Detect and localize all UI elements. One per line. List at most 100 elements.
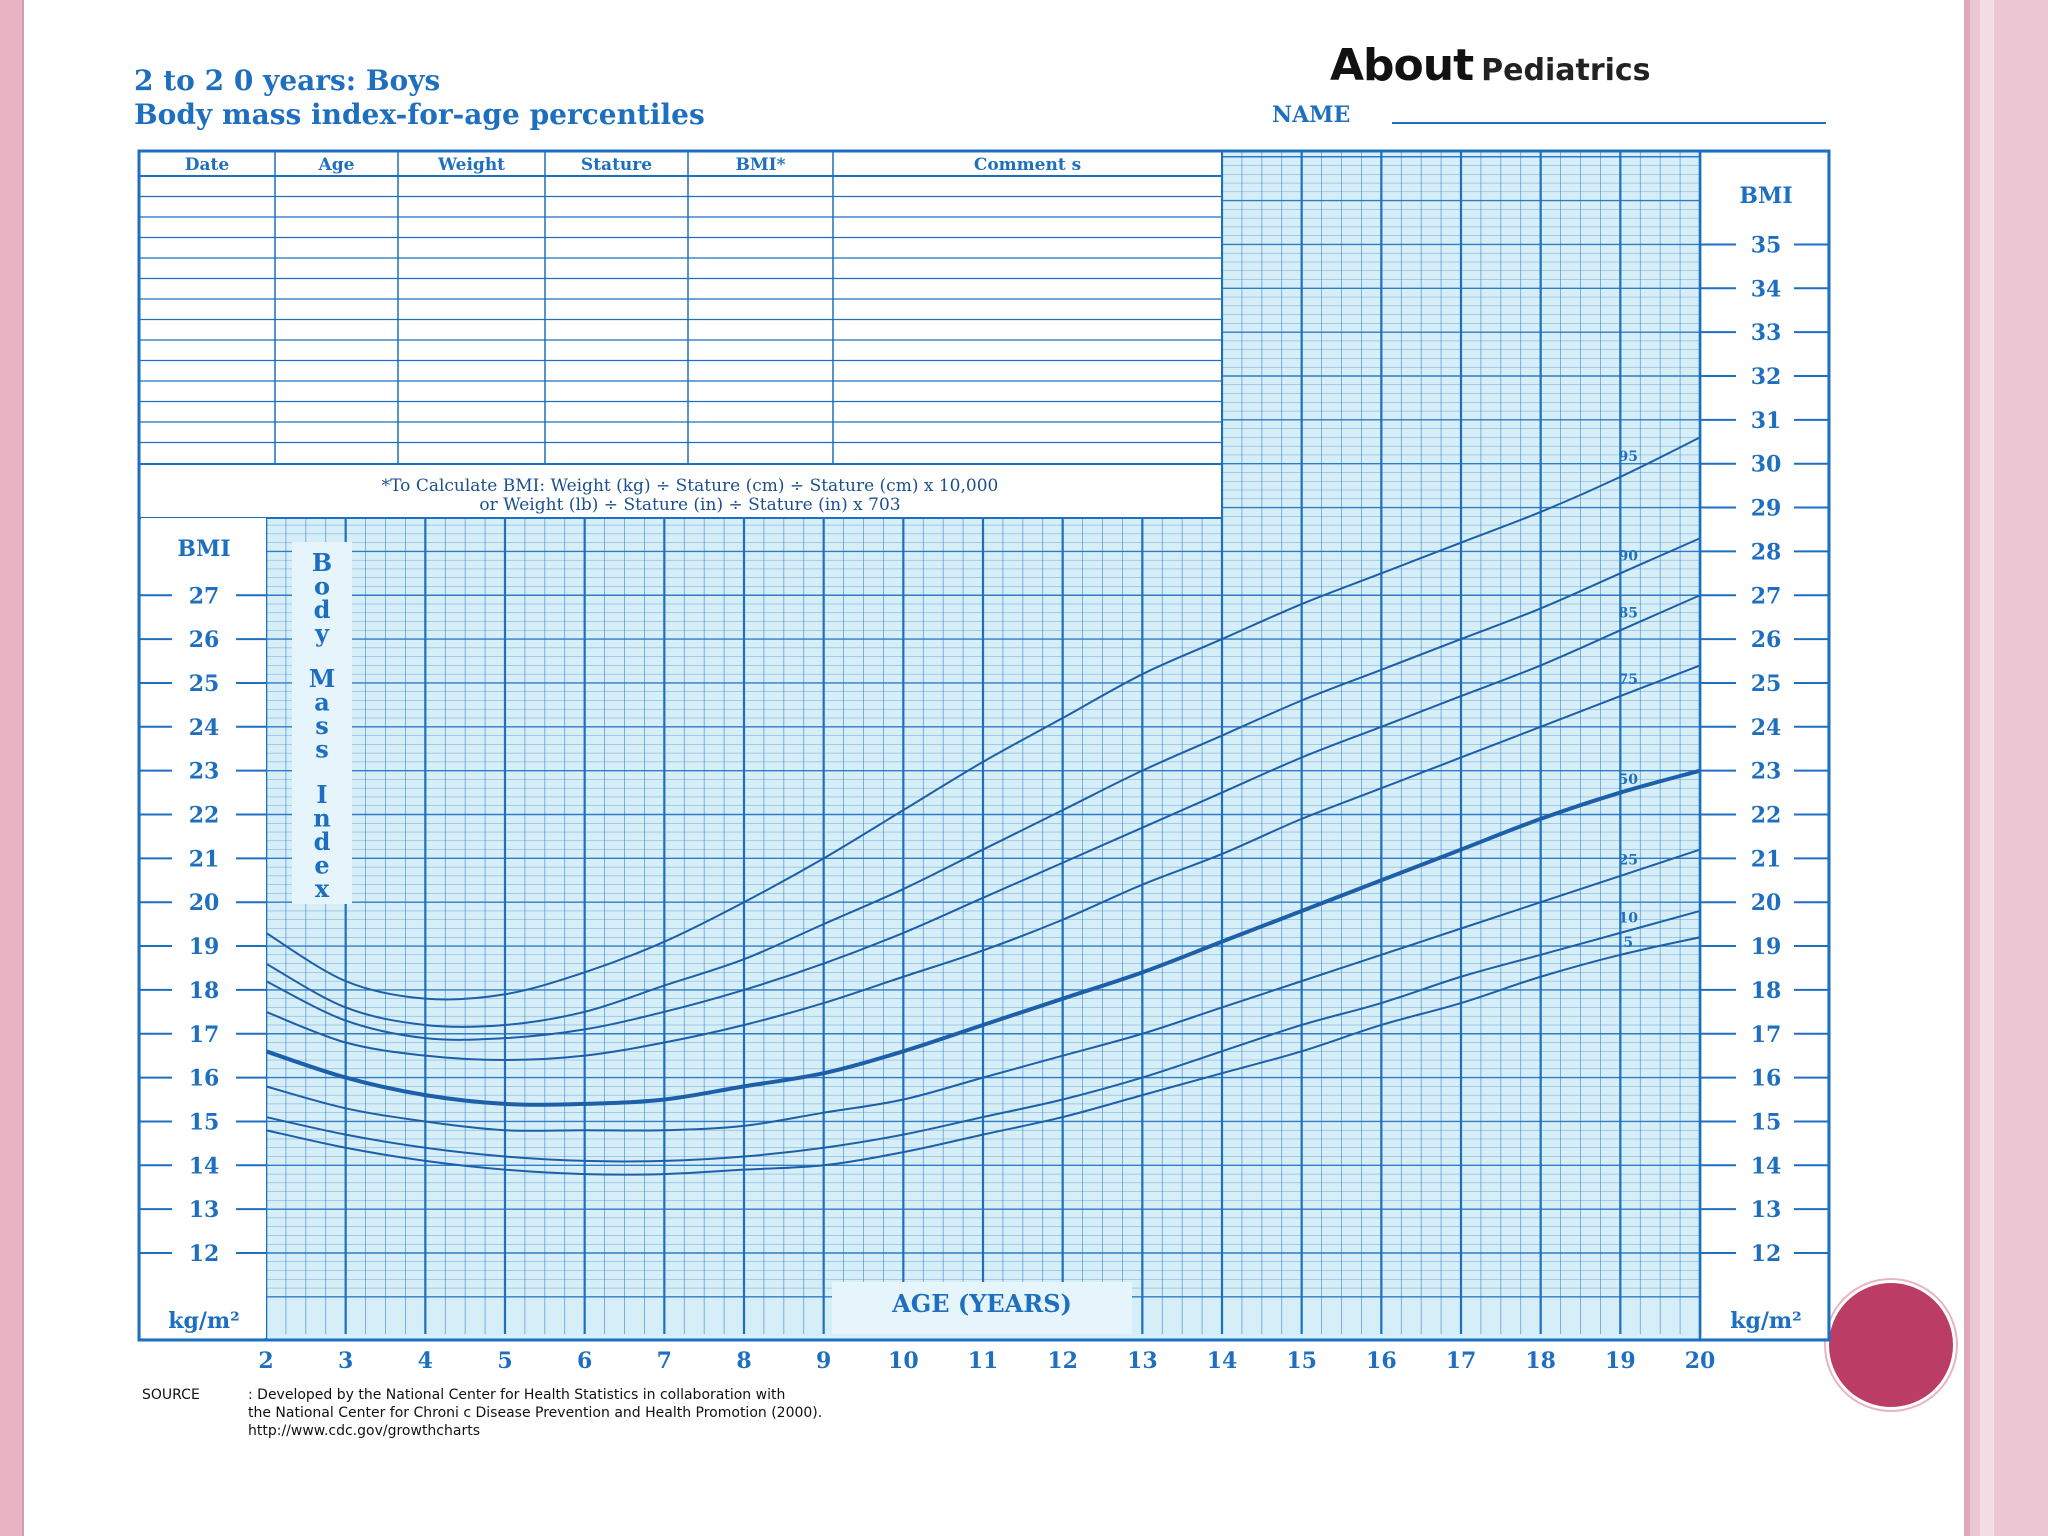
y-tick-label-right: 30: [1751, 452, 1782, 478]
x-tick-label: 16: [1366, 1348, 1397, 1374]
x-tick-label: 10: [888, 1348, 919, 1374]
percentile-curve-50: [265, 768, 1701, 1107]
y-axis-title-letter: n: [313, 804, 330, 833]
chart-frame: [137, 149, 1831, 1342]
x-tick-label: 19: [1605, 1348, 1636, 1374]
percentile-curve-90: [265, 537, 1701, 1028]
y-tick-label-left: 25: [189, 671, 220, 697]
percentile-label-95: 95: [1619, 449, 1638, 465]
source-line-2: the National Center for Chroni c Disease…: [248, 1405, 823, 1421]
y-axis-title-letter: a: [314, 688, 330, 717]
x-tick-label: 8: [736, 1348, 751, 1374]
percentile-curve-5: [265, 936, 1701, 1176]
percentile-label-5: 5: [1623, 935, 1633, 951]
title-line-2: Body mass index-for-age percentiles: [134, 98, 705, 131]
left-axis-panel: [141, 518, 266, 1338]
percentile-curve-95: [265, 436, 1701, 1001]
chart-axes: 1213141516171819202122232425262712131415…: [137, 149, 1831, 1374]
x-axis-title-background: [832, 1282, 1132, 1334]
y-tick-label-left: 24: [189, 715, 220, 741]
logo-sub: Pediatrics: [1481, 53, 1651, 88]
source-line-3: http://www.cdc.gov/growthcharts: [248, 1423, 480, 1439]
y-tick-label-left: 16: [189, 1066, 220, 1092]
y-tick-label-right: 23: [1751, 759, 1782, 785]
y-axis-title-letter: M: [309, 664, 336, 693]
bmi-formula-line-1: *To Calculate BMI: Weight (kg) ÷ Stature…: [382, 476, 999, 496]
x-tick-label: 12: [1047, 1348, 1078, 1374]
table-column-header: Age: [318, 155, 355, 175]
y-tick-label-right: 29: [1751, 496, 1782, 522]
y-tick-label-right: 16: [1751, 1066, 1782, 1092]
y-tick-label-left: 13: [189, 1197, 220, 1223]
bmi-formula-line-2: or Weight (lb) ÷ Stature (in) ÷ Stature …: [479, 495, 900, 515]
y-tick-label-left: 23: [189, 759, 220, 785]
x-tick-label: 9: [816, 1348, 831, 1374]
x-tick-label: 14: [1207, 1348, 1238, 1374]
table-column-header: Stature: [581, 155, 652, 175]
x-tick-label: 7: [657, 1348, 672, 1374]
y-axis-title-letter: x: [315, 874, 330, 903]
slide-frame-left: [0, 0, 24, 1536]
y-tick-label-right: 25: [1751, 671, 1782, 697]
source-line-1: : Developed by the National Center for H…: [248, 1387, 786, 1403]
percentile-label-50: 50: [1619, 772, 1639, 788]
percentile-curve-85: [265, 594, 1701, 1041]
y-tick-label-left: 22: [189, 803, 220, 829]
percentile-label-75: 75: [1619, 672, 1638, 688]
y-axis-title-letter: B: [312, 548, 332, 577]
y-tick-label-right: 13: [1751, 1197, 1782, 1223]
y-tick-label-left: 27: [189, 583, 220, 609]
source-label: SOURCE: [142, 1387, 200, 1403]
y-tick-label-left: 26: [189, 627, 220, 653]
y-tick-label-right: 32: [1751, 364, 1782, 390]
y-tick-label-left: 21: [189, 846, 220, 872]
x-tick-label: 6: [577, 1348, 592, 1374]
y-tick-label-right: 27: [1751, 583, 1782, 609]
percentile-label-10: 10: [1619, 911, 1639, 927]
y-axis-title-letter: o: [314, 572, 330, 601]
percentile-label-90: 90: [1619, 548, 1639, 564]
percentile-curve-75: [265, 664, 1701, 1062]
x-tick-label: 3: [338, 1348, 353, 1374]
x-axis-title: AGE (YEARS): [891, 1289, 1072, 1318]
x-tick-label: 17: [1446, 1348, 1477, 1374]
y-axis-title-letter: y: [314, 619, 330, 648]
x-tick-label: 11: [968, 1348, 999, 1374]
slide-frame-right: [1964, 0, 2048, 1536]
name-field-line[interactable]: [1392, 122, 1826, 124]
y-tick-label-right: 12: [1751, 1241, 1782, 1267]
page-title: 2 to 2 0 years: Boys Body mass index-for…: [134, 64, 705, 132]
right-axis-panel: [1702, 153, 1827, 1338]
y-axis-header-left: BMI: [177, 536, 230, 562]
table-column-header: Date: [185, 155, 230, 175]
y-tick-label-right: 18: [1751, 978, 1782, 1004]
y-tick-label-right: 34: [1751, 276, 1782, 302]
percentile-curve-25: [265, 848, 1701, 1132]
y-tick-label-right: 33: [1751, 320, 1782, 346]
table-column-header: Comment s: [974, 155, 1081, 175]
logo-word: About: [1330, 40, 1474, 91]
y-tick-label-right: 31: [1751, 408, 1782, 434]
x-tick-label: 5: [497, 1348, 512, 1374]
y-axis-title-letter: s: [315, 711, 329, 740]
x-tick-label: 2: [258, 1348, 273, 1374]
y-unit-left: kg/m²: [168, 1308, 240, 1334]
y-tick-label-right: 22: [1751, 803, 1782, 829]
percentile-label-25: 25: [1619, 853, 1638, 869]
y-axis-header-right: BMI: [1739, 183, 1792, 209]
x-tick-label: 18: [1525, 1348, 1556, 1374]
y-axis-title-letter: e: [314, 851, 329, 880]
y-tick-label-left: 15: [189, 1109, 220, 1135]
x-tick-label: 13: [1127, 1348, 1158, 1374]
x-tick-label: 4: [418, 1348, 433, 1374]
y-tick-label-left: 14: [189, 1153, 220, 1179]
y-tick-label-right: 21: [1751, 846, 1782, 872]
y-tick-label-right: 17: [1751, 1022, 1782, 1048]
y-tick-label-right: 24: [1751, 715, 1782, 741]
y-axis-title-background: [292, 542, 352, 904]
source-note: SOURCE : Developed by the National Center…: [142, 1386, 1122, 1440]
y-tick-label-right: 19: [1751, 934, 1782, 960]
y-axis-title-letter: s: [315, 735, 329, 764]
